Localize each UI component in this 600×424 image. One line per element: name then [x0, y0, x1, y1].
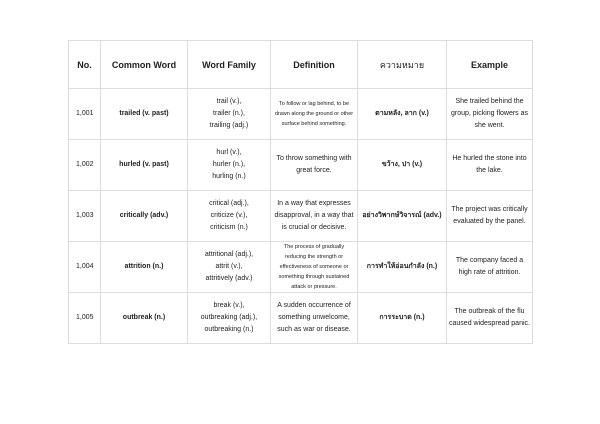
table-row: 1,001 trailed (v. past) trail (v.), trail… [68, 88, 533, 140]
table-row: 1,003 critically (adv.) critical (adj.),… [68, 190, 533, 242]
vocabulary-table: No. Common Word Word Family Definition ค… [68, 40, 533, 344]
word-family-item: attrit (v.), [215, 263, 243, 270]
word-family-item: hurling (n.) [212, 173, 246, 180]
definition: To follow or lag behind, to be drawn alo… [270, 88, 358, 140]
word-family: trail (v.), trailer (n.), trailing (adj.) [187, 88, 271, 140]
common-word: attrition (n.) [100, 241, 188, 293]
word-family-item: outbreaking (n.) [204, 326, 254, 333]
thai-meaning: การทำให้อ่อนกำลัง (n.) [357, 241, 447, 293]
word-family-item: attritional (adj.), [204, 251, 254, 258]
header-thai-meaning: ความหมาย [357, 40, 447, 89]
thai-meaning: อย่างวิพากษ์วิจารณ์ (adv.) [357, 190, 447, 242]
word-family-item: hurler (n.), [212, 161, 246, 168]
word-family-item: outbreaking (adj.), [200, 314, 258, 321]
definition: A sudden occurrence of something unwelco… [270, 292, 358, 344]
definition: To throw something with great force. [270, 139, 358, 191]
row-number: 1,001 [68, 88, 101, 140]
word-family: critical (adj.), criticize (v.), criticism… [187, 190, 271, 242]
common-word: outbreak (n.) [100, 292, 188, 344]
table-row: 1,004 attrition (n.) attritional (adj.),… [68, 241, 533, 293]
common-word: trailed (v. past) [100, 88, 188, 140]
common-word: critically (adv.) [100, 190, 188, 242]
row-number: 1,005 [68, 292, 101, 344]
word-family-item: trail (v.), [216, 98, 242, 105]
word-family: break (v.), outbreaking (adj.), outbreakin… [187, 292, 271, 344]
header-no: No. [68, 40, 101, 89]
example: She trailed behind the group, picking fl… [446, 88, 533, 140]
definition: The process of gradually reducing the st… [270, 241, 358, 293]
common-word: hurled (v. past) [100, 139, 188, 191]
thai-meaning: การระบาด (n.) [357, 292, 447, 344]
word-family: hurl (v.), hurler (n.), hurling (n.) [187, 139, 271, 191]
header-common-word: Common Word [100, 40, 188, 89]
word-family-item: attritively (adv.) [205, 275, 253, 282]
example: The project was critically evaluated by … [446, 190, 533, 242]
table-row: 1,005 outbreak (n.) break (v.), outbreaki… [68, 292, 533, 344]
row-number: 1,002 [68, 139, 101, 191]
word-family-item: trailing (adj.) [209, 122, 249, 129]
header-definition: Definition [270, 40, 358, 89]
word-family-item: trailer (n.), [213, 110, 245, 117]
example: He hurled the stone into the lake. [446, 139, 533, 191]
row-number: 1,004 [68, 241, 101, 293]
word-family-item: criticism (n.) [210, 224, 248, 231]
header-word-family: Word Family [187, 40, 271, 89]
word-family: attritional (adj.), attrit (v.), attritive… [187, 241, 271, 293]
header-example: Example [446, 40, 533, 89]
example: The outbreak of the flu caused widesprea… [446, 292, 533, 344]
word-family-item: critical (adj.), [209, 200, 249, 207]
thai-meaning: ขว้าง, ปา (v.) [357, 139, 447, 191]
example: The company faced a high rate of attriti… [446, 241, 533, 293]
thai-meaning: ตามหลัง, ลาก (v.) [357, 88, 447, 140]
row-number: 1,003 [68, 190, 101, 242]
definition: In a way that expresses disapproval, in … [270, 190, 358, 242]
word-family-item: break (v.), [213, 302, 245, 309]
table-row: 1,002 hurled (v. past) hurl (v.), hurler … [68, 139, 533, 191]
word-family-item: hurl (v.), [216, 149, 242, 156]
word-family-item: criticize (v.), [210, 212, 248, 219]
header-row: No. Common Word Word Family Definition ค… [68, 40, 533, 89]
